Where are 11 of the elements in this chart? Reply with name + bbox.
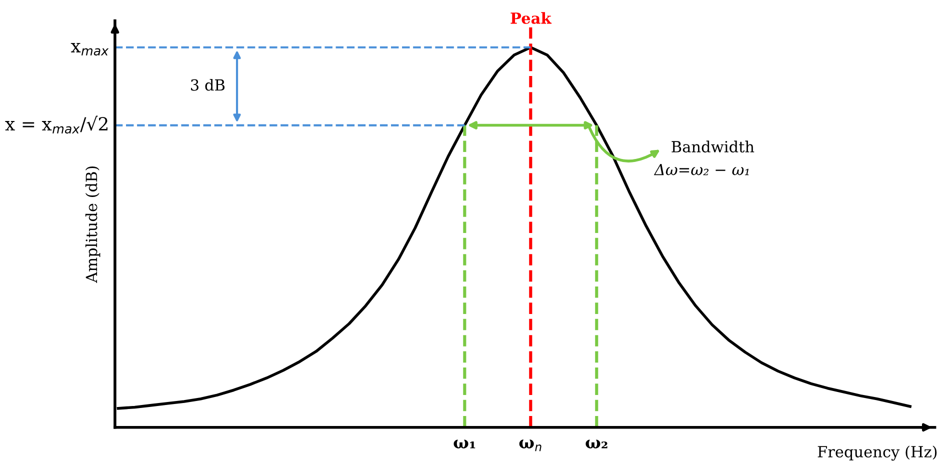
x-tick-label: ω$_{n}$ <box>519 440 542 452</box>
annotation: 3 dB <box>191 78 225 91</box>
ref-line-label: x = x$_{max}$/√2 <box>5 116 108 134</box>
x-axis-title: Frequency (Hz) <box>818 446 937 461</box>
x-tick-label: ω₁ <box>454 440 476 448</box>
y-axis-title: Amplitude (dB) <box>85 166 100 283</box>
annotation: Bandwidth <box>672 140 754 153</box>
annotation: Δω=ω₂ − ω₁ <box>654 164 749 176</box>
ref-line-label: x$_{max}$ <box>70 42 109 56</box>
x-tick-label: ω₂ <box>586 440 608 448</box>
ref-line-label: Peak <box>510 12 552 24</box>
